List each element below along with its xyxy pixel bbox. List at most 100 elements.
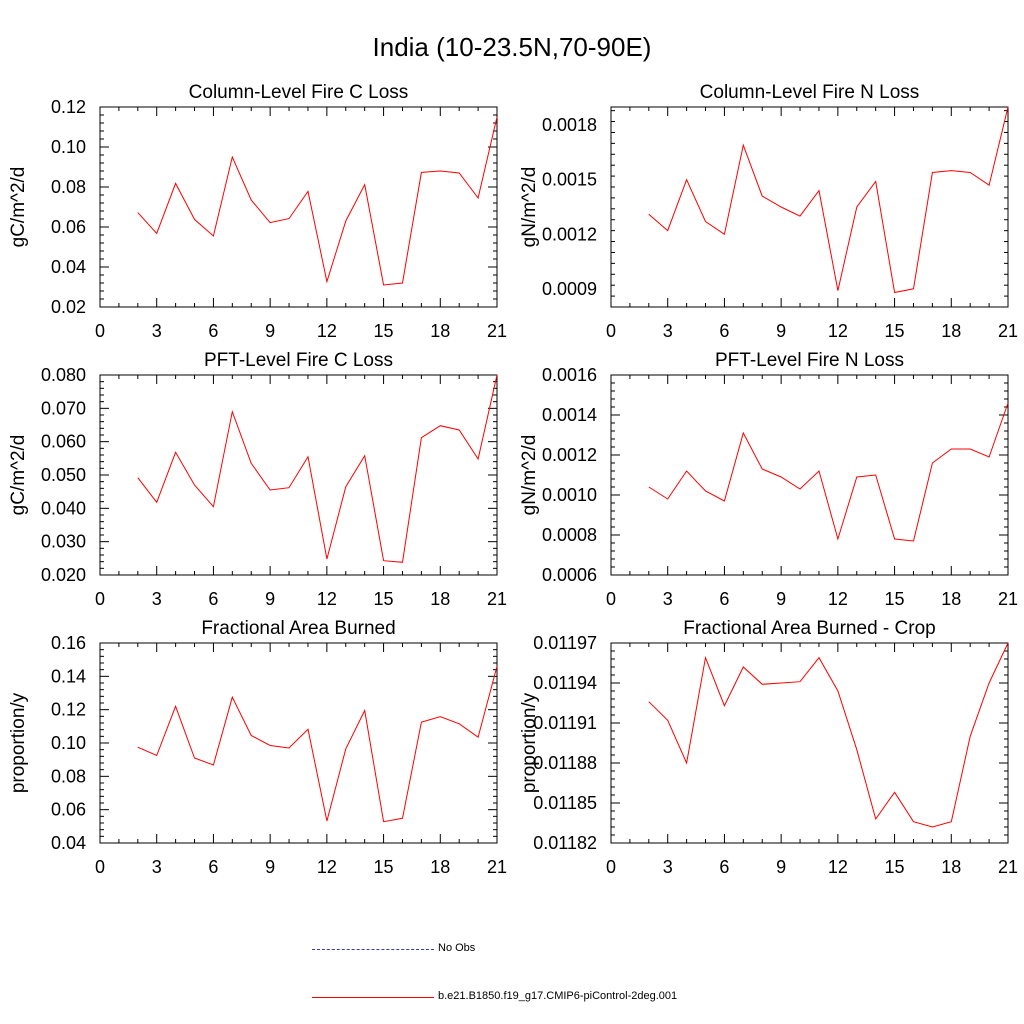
panel-3-ytick-label: 0.070 — [41, 398, 86, 418]
panel-6-ytick-label: 0.01191 — [533, 713, 597, 733]
panel-1-xtick-label: 21 — [487, 321, 507, 341]
panel-4-xtick-label: 15 — [885, 589, 905, 609]
panel-2-ylabel: gN/m^2/d — [519, 167, 540, 248]
panel-5-xtick-label: 12 — [317, 857, 337, 877]
panel-5-frame — [99, 642, 498, 844]
panel-6-xtick-label: 15 — [885, 857, 905, 877]
panel-2-xtick-label: 6 — [719, 321, 729, 341]
panel-6-xtick-label: 21 — [998, 857, 1018, 877]
panel-5-xtick-label: 0 — [95, 857, 105, 877]
panel-2-ytick-label: 0.0015 — [542, 170, 597, 190]
panel-1-ytick-label: 0.02 — [51, 297, 86, 317]
panel-4-frame — [610, 374, 1009, 576]
panel-3-ytick-label: 0.060 — [41, 432, 86, 452]
panel-5-ytick-label: 0.06 — [51, 800, 86, 820]
panel-1-series-line — [137, 116, 498, 286]
panel-5-ytick-label: 0.12 — [51, 700, 86, 720]
panel-4-xtick-label: 12 — [828, 589, 848, 609]
panel-5-ytick-label: 0.10 — [51, 733, 86, 753]
panel-1-ytick-label: 0.12 — [51, 97, 86, 117]
panel-6-ytick-label: 0.01188 — [533, 753, 597, 773]
panel-4-ylabel: gN/m^2/d — [519, 435, 540, 516]
panel-5-ytick-label: 0.16 — [51, 633, 86, 653]
panel-6-title: Fractional Area Burned - Crop — [683, 618, 935, 639]
panel-1-xtick-label: 3 — [152, 321, 162, 341]
panel-5-xtick-label: 15 — [374, 857, 394, 877]
panel-1-xtick-label: 18 — [430, 321, 450, 341]
panel-3-ylabel: gC/m^2/d — [8, 435, 29, 516]
panel-6-series-line — [648, 642, 1009, 828]
panel-1-frame — [99, 106, 498, 308]
panel-2-xtick-label: 9 — [776, 321, 786, 341]
panel-4-series-line — [648, 402, 1009, 542]
panel-3-ytick-label: 0.020 — [41, 565, 86, 585]
panel-3-frame — [99, 374, 498, 576]
panel-3-ytick-label: 0.030 — [41, 532, 86, 552]
panel-5-xtick-label: 6 — [208, 857, 218, 877]
panel-3-title: PFT-Level Fire C Loss — [204, 350, 393, 371]
panel-2-ytick-label: 0.0012 — [542, 224, 597, 244]
panel-5-xtick-label: 18 — [430, 857, 450, 877]
panel-3-series-line — [137, 374, 498, 563]
panel-3-xtick-label: 3 — [152, 589, 162, 609]
panel-6-xtick-label: 0 — [606, 857, 616, 877]
panel-4-xtick-label: 0 — [606, 589, 616, 609]
panel-1-ylabel: gC/m^2/d — [8, 167, 29, 248]
legend-solid-line — [312, 997, 434, 998]
panel-3-ytick-label: 0.080 — [41, 365, 86, 385]
panel-3-xtick-label: 21 — [487, 589, 507, 609]
panel-6-xtick-label: 9 — [776, 857, 786, 877]
page-title: India (10-23.5N,70-90E) — [372, 32, 652, 62]
panel-4-ytick-label: 0.0008 — [542, 525, 597, 545]
panel-5-xtick-label: 9 — [265, 857, 275, 877]
panel-6-ylabel: proportion/y — [519, 692, 540, 793]
panel-3-xtick-label: 6 — [208, 589, 218, 609]
panel-6-xtick-label: 18 — [941, 857, 961, 877]
panel-1-ytick-label: 0.10 — [51, 137, 86, 157]
panel-2-xtick-label: 3 — [663, 321, 673, 341]
panel-3-xtick-label: 0 — [95, 589, 105, 609]
panel-3-ytick-label: 0.050 — [41, 465, 86, 485]
panel-1-xtick-label: 0 — [95, 321, 105, 341]
panel-4-ytick-label: 0.0012 — [542, 445, 597, 465]
legend-entry-no-obs: No Obs — [312, 940, 812, 960]
panel-6-frame — [610, 642, 1009, 844]
panel-4-xtick-label: 18 — [941, 589, 961, 609]
legend-dashed-line — [312, 949, 434, 950]
panel-6-xtick-label: 12 — [828, 857, 848, 877]
panel-1-xtick-label: 6 — [208, 321, 218, 341]
panel-6-ytick-label: 0.01185 — [533, 793, 597, 813]
panel-1-xtick-label: 15 — [374, 321, 394, 341]
panel-6-ytick-label: 0.01197 — [533, 633, 597, 653]
legend-label-model: b.e21.B1850.f19_g17.CMIP6-piControl-2deg… — [438, 990, 678, 1002]
panel-2-xtick-label: 12 — [828, 321, 848, 341]
panel-1-ytick-label: 0.08 — [51, 177, 86, 197]
panel-2-xtick-label: 0 — [606, 321, 616, 341]
panel-5-xtick-label: 3 — [152, 857, 162, 877]
panel-4-xtick-label: 9 — [776, 589, 786, 609]
panel-5-series-line — [137, 666, 498, 823]
panel-2-title: Column-Level Fire N Loss — [700, 82, 920, 103]
panel-5-xtick-label: 21 — [487, 857, 507, 877]
panel-3-xtick-label: 12 — [317, 589, 337, 609]
panel-5-ytick-label: 0.08 — [51, 766, 86, 786]
panel-5-ylabel: proportion/y — [8, 692, 29, 793]
panel-6-xtick-label: 3 — [663, 857, 673, 877]
panel-3-xtick-label: 15 — [374, 589, 394, 609]
panel-3-xtick-label: 18 — [430, 589, 450, 609]
panel-2-frame — [610, 106, 1009, 308]
panel-2-xtick-label: 21 — [998, 321, 1018, 341]
panel-4-ytick-label: 0.0010 — [542, 485, 597, 505]
panel-1-xtick-label: 12 — [317, 321, 337, 341]
panel-3-ytick-label: 0.040 — [41, 498, 86, 518]
panel-6-ytick-label: 0.01182 — [533, 833, 597, 853]
panel-2-xtick-label: 18 — [941, 321, 961, 341]
panel-1-title: Column-Level Fire C Loss — [189, 82, 409, 103]
panel-3-xtick-label: 9 — [265, 589, 275, 609]
panel-5-ytick-label: 0.04 — [51, 833, 86, 853]
panel-2-xtick-label: 15 — [885, 321, 905, 341]
panel-4-ytick-label: 0.0014 — [542, 405, 597, 425]
panel-2-ytick-label: 0.0018 — [542, 115, 597, 135]
panel-2-series-line — [648, 106, 1009, 294]
